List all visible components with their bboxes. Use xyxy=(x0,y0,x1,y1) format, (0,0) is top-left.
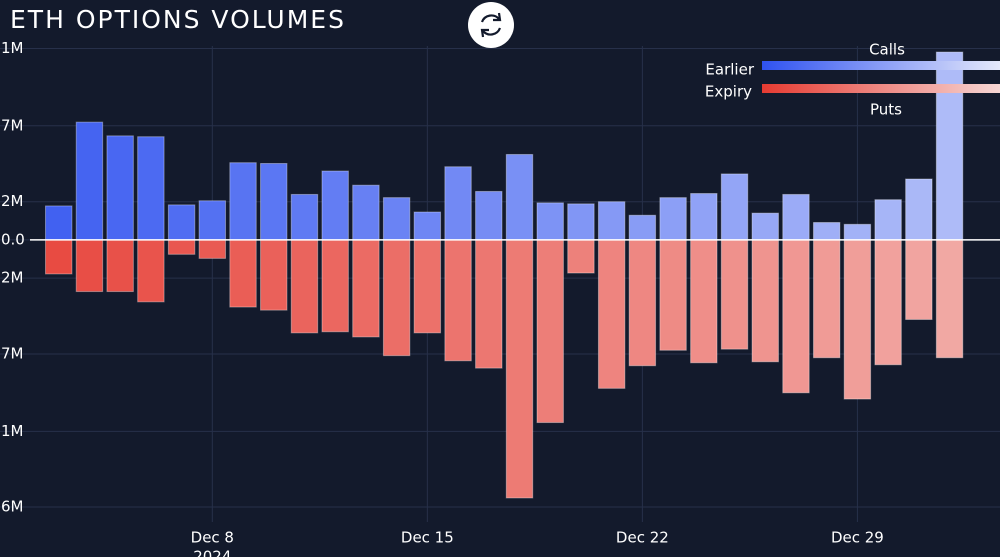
bar xyxy=(690,239,718,363)
bar xyxy=(199,200,226,240)
bar xyxy=(352,185,380,240)
bar xyxy=(874,239,902,365)
bar xyxy=(291,194,318,240)
bar xyxy=(291,239,318,333)
y-tick-label: 2M xyxy=(1,192,24,210)
bar xyxy=(45,239,72,274)
bar xyxy=(45,205,72,240)
bar xyxy=(506,154,533,240)
bar xyxy=(782,239,810,393)
bar xyxy=(168,204,195,240)
bar xyxy=(352,239,380,337)
bar xyxy=(844,239,871,400)
bar xyxy=(567,239,595,274)
bar xyxy=(168,239,195,255)
bar xyxy=(106,239,134,292)
bar xyxy=(229,239,257,308)
bar xyxy=(629,239,656,366)
legend-swatch xyxy=(762,84,1000,93)
bar xyxy=(567,203,595,240)
bar xyxy=(475,191,502,240)
bar xyxy=(444,166,472,240)
x-tick-label: Dec 29 xyxy=(831,529,884,547)
y-tick-label: 7M xyxy=(1,345,24,363)
bar xyxy=(752,239,779,362)
legend-label: Puts xyxy=(870,101,902,119)
legend-label: Earlier xyxy=(705,61,754,79)
y-tick-label: 7M xyxy=(1,116,24,134)
bar xyxy=(659,239,687,351)
bar xyxy=(659,197,687,240)
bar xyxy=(936,239,963,358)
bar xyxy=(414,212,441,240)
bar xyxy=(383,197,410,240)
bar xyxy=(414,239,441,333)
bar xyxy=(752,213,779,240)
bar xyxy=(598,239,625,389)
y-tick-label: 2M xyxy=(1,269,24,287)
bar xyxy=(260,163,287,240)
x-tick-label: Dec 22 xyxy=(616,529,669,547)
y-tick-label: 0.0 xyxy=(1,230,25,248)
bar xyxy=(690,193,718,240)
y-tick-label: 1M xyxy=(1,422,24,440)
legend-label: Expiry xyxy=(705,83,752,101)
bar xyxy=(321,171,349,240)
bar xyxy=(813,239,840,358)
x-tick-label: Dec 8 xyxy=(191,529,234,547)
bar xyxy=(936,52,963,240)
legend-label: Calls xyxy=(869,41,905,59)
bar xyxy=(76,122,103,240)
bar xyxy=(475,239,502,369)
refresh-arrows[interactable] xyxy=(480,12,502,38)
bar xyxy=(537,202,564,240)
bar xyxy=(598,201,625,240)
bar xyxy=(260,239,287,311)
bar xyxy=(106,135,134,240)
legend-swatch xyxy=(762,61,1000,70)
refresh-button[interactable] xyxy=(468,2,514,48)
y-tick-label: 6M xyxy=(1,498,24,516)
bar xyxy=(321,239,349,332)
bar xyxy=(137,239,165,302)
bar xyxy=(844,224,871,240)
x-year-label: 2024 xyxy=(193,548,231,557)
bar xyxy=(721,173,748,240)
bar xyxy=(782,194,810,240)
bar xyxy=(813,222,840,240)
bar xyxy=(199,239,226,259)
chart-title: ETH OPTIONS VOLUMES xyxy=(10,5,346,34)
y-tick-label: 1M xyxy=(1,39,24,57)
bar xyxy=(905,239,933,320)
refresh-circle[interactable] xyxy=(468,2,514,48)
bar xyxy=(629,215,656,240)
bar xyxy=(905,179,933,240)
bar xyxy=(76,239,103,292)
bar xyxy=(537,239,564,423)
refresh-icon[interactable] xyxy=(480,14,502,36)
bar xyxy=(137,136,165,240)
bar xyxy=(506,239,533,498)
bar xyxy=(229,162,257,240)
bar xyxy=(383,239,410,356)
bar xyxy=(874,199,902,240)
bar xyxy=(444,239,472,361)
x-tick-label: Dec 15 xyxy=(401,529,454,547)
bar xyxy=(721,239,748,350)
